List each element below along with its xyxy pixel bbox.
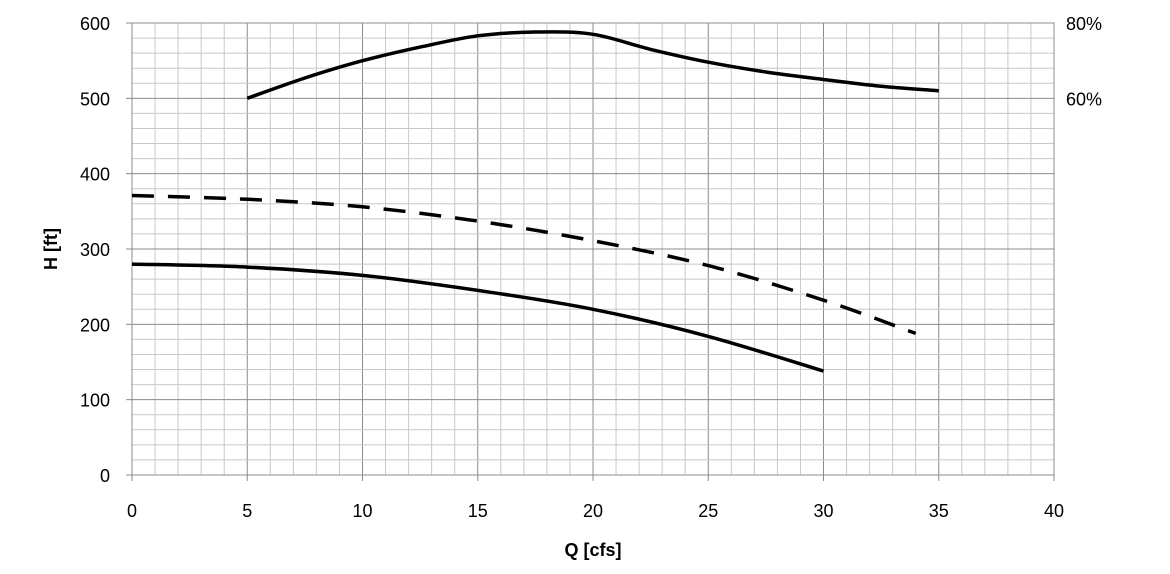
y-tick-label: 100 (80, 391, 110, 411)
y-tick-label: 300 (80, 240, 110, 260)
efficiency-curve (246, 30, 939, 100)
grid (126, 22, 1055, 481)
x-tick-label: 5 (242, 501, 252, 521)
y-tick-label: 0 (100, 466, 110, 486)
x-tick-label: 40 (1044, 501, 1064, 521)
x-tick-labels: 0 5 10 15 20 25 30 35 40 (127, 501, 1064, 521)
y-axis-title: H [ft] (41, 228, 61, 270)
y-tick-label: 500 (80, 89, 110, 109)
head-curve-solid (131, 262, 824, 373)
secondary-y-tick-label: 60% (1066, 89, 1102, 109)
x-tick-label: 35 (929, 501, 949, 521)
x-tick-label: 20 (583, 501, 603, 521)
plot-frame (131, 22, 1055, 476)
x-tick-label: 0 (127, 501, 137, 521)
x-tick-label: 25 (698, 501, 718, 521)
x-axis-title: Q [cfs] (564, 540, 621, 560)
x-tick-label: 15 (468, 501, 488, 521)
secondary-y-tick-labels: 60% 80% (1066, 14, 1102, 109)
head-curve-dashed (131, 193, 917, 336)
y-tick-label: 200 (80, 315, 110, 335)
y-tick-label: 400 (80, 165, 110, 185)
secondary-y-tick-label: 80% (1066, 14, 1102, 34)
x-tick-label: 10 (352, 501, 372, 521)
y-tick-label: 600 (80, 14, 110, 34)
curves (131, 30, 939, 373)
x-tick-label: 30 (813, 501, 833, 521)
y-tick-labels: 0 100 200 300 400 500 600 (80, 14, 110, 486)
